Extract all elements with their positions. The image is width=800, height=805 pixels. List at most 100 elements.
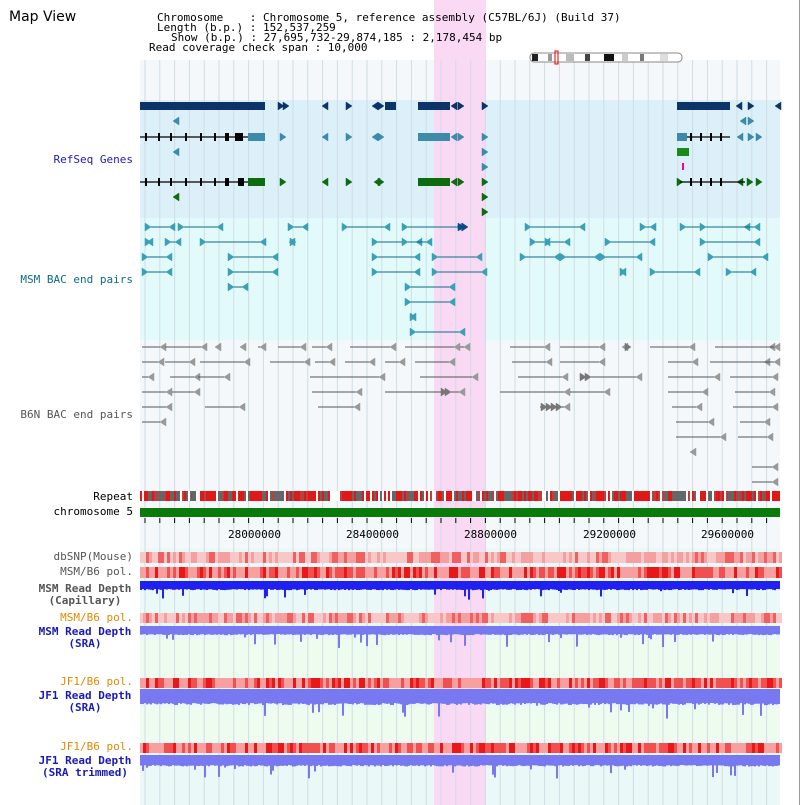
read-depth-bar xyxy=(634,626,636,636)
snp-density-cell xyxy=(470,552,473,563)
snp-density-cell xyxy=(560,567,563,578)
read-depth-bar xyxy=(378,755,380,766)
read-depth-bar xyxy=(198,581,200,590)
snp-density-cell xyxy=(743,552,746,563)
snp-density-cell xyxy=(545,613,548,623)
snp-density-cell xyxy=(326,743,329,753)
read-depth-bar xyxy=(500,689,502,704)
read-depth-bar xyxy=(166,689,168,704)
snp-density-cell xyxy=(146,613,149,623)
snp-density-cell xyxy=(503,552,506,563)
snp-density-cell xyxy=(731,743,734,753)
snp-density-cell xyxy=(698,743,701,753)
repeat-segment xyxy=(206,491,208,501)
track-label-dbsnp[interactable]: dbSNP(Mouse) xyxy=(53,550,133,563)
repeat-segment xyxy=(212,491,214,501)
ideogram-band xyxy=(532,54,538,61)
strand-arrow-icon xyxy=(639,222,647,232)
strand-arrow-icon xyxy=(413,252,421,262)
strand-arrow-icon xyxy=(736,132,744,142)
snp-density-cell xyxy=(767,552,770,563)
track-label-jf1-pol-2[interactable]: JF1/B6 pol. xyxy=(60,740,133,753)
read-depth-bar xyxy=(454,581,456,590)
snp-density-cell xyxy=(389,552,392,563)
snp-density-cell xyxy=(689,613,692,623)
repeat-segment xyxy=(492,491,494,501)
snp-density-cell xyxy=(392,743,395,753)
read-depth-bar xyxy=(560,626,562,639)
track-label-jf1-depth-trimmed[interactable]: JF1 Read Depth (SRA trimmed) xyxy=(32,755,138,779)
snp-density-cell xyxy=(227,567,230,578)
snp-density-cell xyxy=(209,567,212,578)
read-depth-bar xyxy=(562,755,564,767)
read-depth-bar xyxy=(186,626,188,635)
track-label-msm-depth-sra[interactable]: MSM Read Depth (SRA) xyxy=(32,626,138,650)
snp-density-cell xyxy=(671,567,674,578)
read-depth-bar xyxy=(318,689,320,713)
read-depth-bar xyxy=(494,581,496,590)
read-depth-bar xyxy=(150,755,152,766)
snp-density-cell xyxy=(722,567,725,578)
snp-density-cell xyxy=(377,678,380,688)
track-label-repeat[interactable]: Repeat xyxy=(93,490,133,503)
read-depth-bar xyxy=(690,581,692,590)
read-depth-bar xyxy=(350,626,352,635)
read-depth-bar xyxy=(362,581,364,590)
snp-density-cell xyxy=(659,567,662,578)
read-depth-bar xyxy=(634,581,636,590)
read-depth-bar xyxy=(298,755,300,766)
read-depth-bar xyxy=(506,689,508,705)
snp-density-cell xyxy=(335,743,338,753)
read-depth-bar xyxy=(454,689,456,704)
read-depth-bar xyxy=(626,581,628,590)
read-depth-bar xyxy=(214,689,216,704)
repeat-segment xyxy=(728,491,730,501)
snp-density-cell xyxy=(326,567,329,578)
repeat-segment xyxy=(172,491,174,501)
strand-arrow-icon xyxy=(216,222,224,232)
track-label-msm-pol-2[interactable]: MSM/B6 pol. xyxy=(60,611,133,624)
snp-density-cell xyxy=(302,678,305,688)
snp-density-cell xyxy=(521,678,524,688)
read-depth-bar xyxy=(264,626,266,635)
snp-density-cell xyxy=(272,743,275,753)
track-label-msm-bac[interactable]: MSM BAC end pairs xyxy=(20,273,133,286)
strand-arrow-icon xyxy=(559,252,567,262)
strand-arrow-icon xyxy=(371,252,379,262)
snp-density-cell xyxy=(272,552,275,563)
snp-density-cell xyxy=(329,743,332,753)
read-depth-bar xyxy=(420,755,422,766)
snp-density-cell xyxy=(383,567,386,578)
read-depth-bar xyxy=(362,626,364,635)
strand-arrow-icon xyxy=(200,342,208,352)
read-depth-bar xyxy=(438,626,440,641)
read-depth-bar xyxy=(506,626,508,647)
track-label-jf1-depth-sra[interactable]: JF1 Read Depth (SRA) xyxy=(32,690,138,714)
read-depth-bar xyxy=(170,626,172,635)
track-label-b6n-bac[interactable]: B6N BAC end pairs xyxy=(20,408,133,421)
track-label-jf1-pol[interactable]: JF1/B6 pol. xyxy=(60,675,133,688)
track-label-msm-pol[interactable]: MSM/B6 pol. xyxy=(60,565,133,578)
snp-density-cell xyxy=(644,613,647,623)
read-depth-bar xyxy=(148,755,150,767)
repeat-segment xyxy=(390,491,392,501)
read-depth-bar xyxy=(504,626,506,636)
read-depth-bar xyxy=(744,581,746,590)
track-label-msm-depth-capillary[interactable]: MSM Read Depth (Capillary) xyxy=(32,583,138,607)
snp-density-cell xyxy=(287,552,290,563)
read-depth-bar xyxy=(560,581,562,593)
repeat-segment xyxy=(202,491,204,501)
snp-density-cell xyxy=(200,743,203,753)
read-depth-bar xyxy=(578,755,580,767)
read-depth-bar xyxy=(474,755,476,767)
read-depth-bar xyxy=(770,689,772,704)
snp-density-cell xyxy=(266,552,269,563)
read-depth-bar xyxy=(384,581,386,590)
read-depth-bar xyxy=(234,581,236,590)
read-depth-bar xyxy=(562,626,564,635)
read-depth-bar xyxy=(434,689,436,704)
track-label-refseq[interactable]: RefSeq Genes xyxy=(53,153,133,166)
read-depth-bar xyxy=(458,581,460,590)
snp-density-cell xyxy=(518,613,521,623)
